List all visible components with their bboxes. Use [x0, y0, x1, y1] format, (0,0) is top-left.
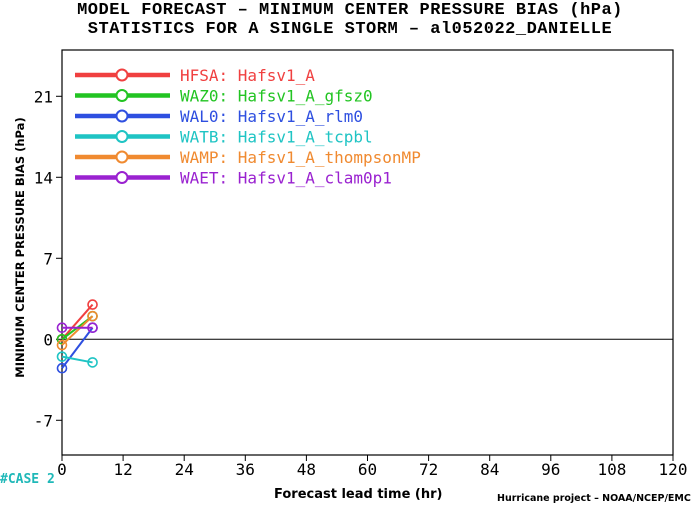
y-tick-label: 21 — [34, 87, 53, 106]
chart-subtitle: STATISTICS FOR A SINGLE STORM – al052022… — [87, 20, 613, 39]
plot-frame — [61, 49, 674, 456]
series-line — [61, 315, 94, 346]
x-tick-label: 12 — [113, 460, 132, 479]
x-tick-label: 60 — [358, 460, 377, 479]
x-tick-label: 24 — [175, 460, 194, 479]
legend-marker — [115, 171, 129, 184]
legend-marker — [115, 89, 129, 102]
legend-marker — [115, 109, 129, 123]
y-tick-label: 14 — [34, 168, 53, 187]
x-tick-label: 120 — [659, 460, 688, 479]
x-tick-label: 72 — [419, 460, 438, 479]
series-point — [56, 351, 68, 362]
x-tick-label: 84 — [480, 460, 499, 479]
legend-marker — [115, 68, 129, 82]
series-point — [56, 339, 68, 351]
series-line — [61, 327, 94, 369]
x-tick-label: 96 — [541, 460, 560, 479]
x-tick-label: 36 — [236, 460, 255, 479]
series-point — [87, 357, 98, 368]
x-tick-label: 0 — [57, 460, 67, 479]
y-tick-label: 0 — [43, 330, 53, 349]
legend-entry: WAZ0: Hafsv1_A_gfsz0 — [180, 87, 373, 106]
x-axis-label: Forecast lead time (hr) — [274, 487, 443, 502]
series-point — [87, 310, 98, 322]
series-point — [56, 322, 68, 334]
series-point — [56, 362, 68, 374]
series-point — [87, 322, 98, 334]
legend-entry: WAMP: Hafsv1_A_thompsonMP — [180, 148, 421, 167]
legend-entry: HFSA: Hafsv1_A — [180, 66, 315, 85]
legend-entry: WAET: Hafsv1_A_clam0p1 — [180, 169, 392, 188]
legend-marker — [115, 150, 129, 164]
x-tick-label: 108 — [597, 460, 626, 479]
case-label: #CASE 2 — [0, 472, 55, 487]
series-point — [87, 299, 98, 310]
y-axis-label: MINIMUM CENTER PRESSURE BIAS (hPa) — [13, 117, 27, 377]
x-tick-label: 48 — [297, 460, 316, 479]
legend-marker — [115, 130, 129, 143]
credit-text: Hurricane project – NOAA/NCEP/EMC — [497, 493, 691, 504]
legend-entry: WAL0: Hafsv1_A_rlm0 — [180, 107, 363, 126]
y-tick-label: 7 — [43, 249, 53, 268]
legend-entry: WATB: Hafsv1_A_tcpbl — [180, 128, 373, 147]
series-line — [61, 303, 94, 340]
chart-title: MODEL FORECAST – MINIMUM CENTER PRESSURE… — [77, 1, 623, 20]
y-tick-label: -7 — [34, 411, 53, 430]
